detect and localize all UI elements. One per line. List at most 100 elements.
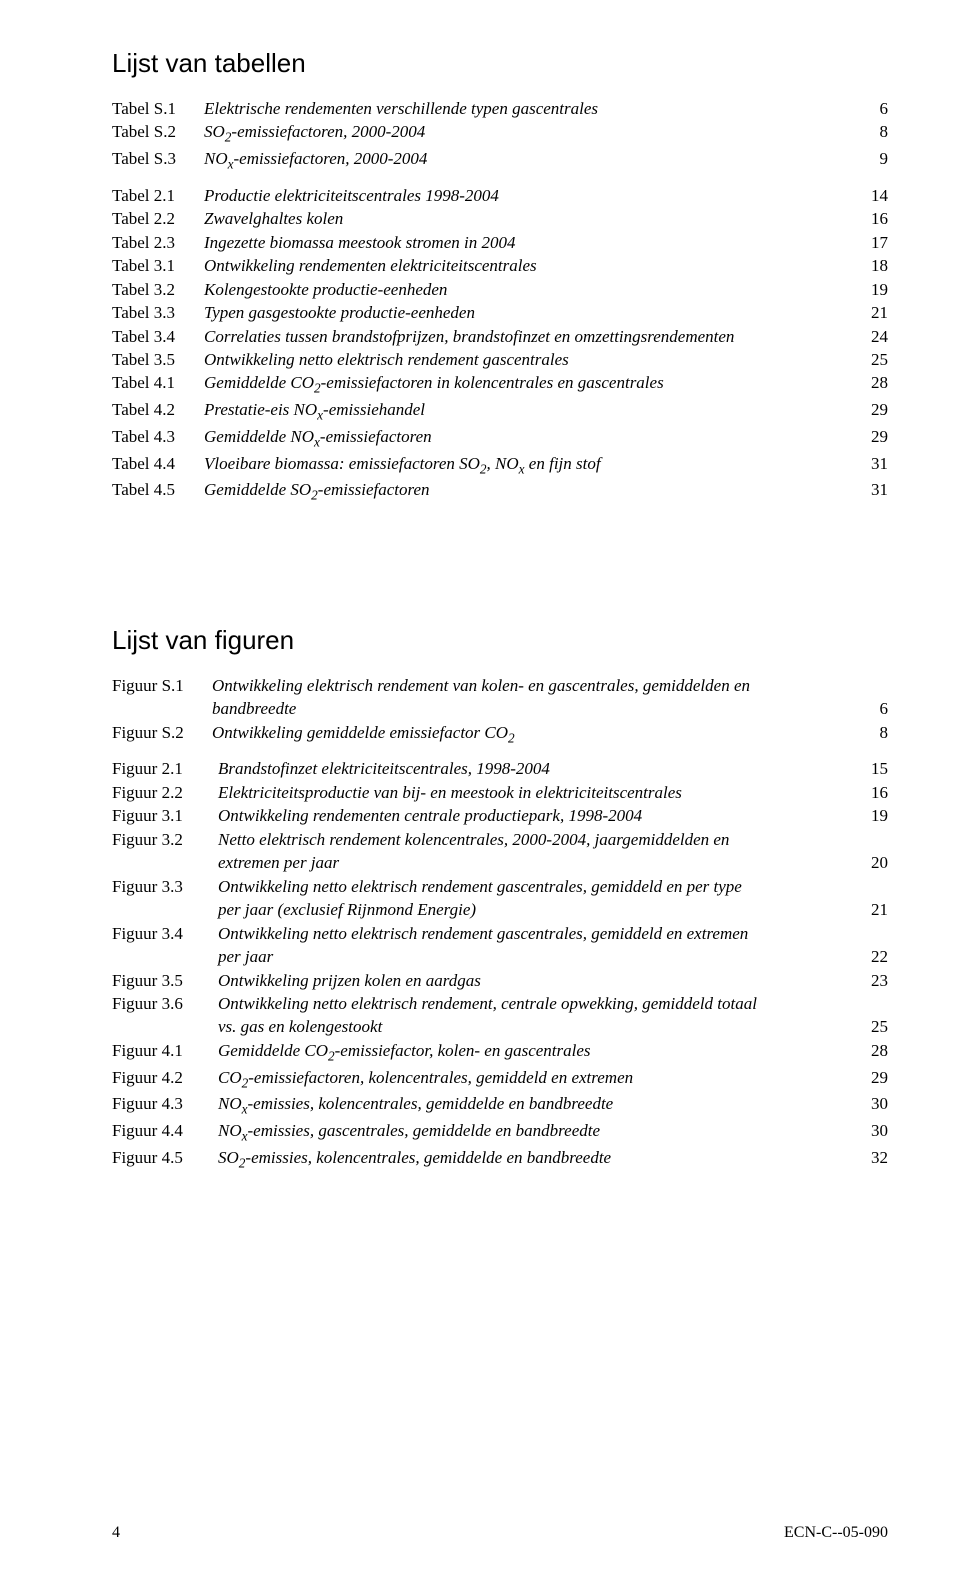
toc-label: Tabel 2.2 [112, 207, 204, 230]
toc-row: Figuur 2.2Elektriciteitsproductie van bi… [112, 781, 888, 804]
toc-row-cont: per jaar (exclusief Rijnmond Energie)21 [112, 898, 888, 921]
toc-row: Figuur 3.2Netto elektrisch rendement kol… [112, 828, 888, 851]
toc-label: Figuur 3.2 [112, 828, 218, 851]
toc-row: Tabel 2.1Productie elektriciteitscentral… [112, 184, 888, 207]
toc-row: Tabel S.2SO2-emissiefactoren, 2000-20048 [112, 120, 888, 147]
toc-title: Brandstofinzet elektriciteitscentrales, … [218, 757, 854, 780]
toc-title: CO2-emissiefactoren, kolencentrales, gem… [218, 1066, 854, 1093]
toc-page: 29 [854, 1066, 888, 1089]
heading-tables: Lijst van tabellen [112, 48, 888, 79]
toc-title: vs. gas en kolengestookt [218, 1015, 854, 1038]
toc-page: 28 [854, 371, 888, 394]
toc-label: Tabel 3.3 [112, 301, 204, 324]
toc-title: Ontwikkeling netto elektrisch rendement … [218, 922, 854, 945]
toc-page: 15 [854, 757, 888, 780]
toc-title: Ontwikkeling rendementen centrale produc… [218, 804, 854, 827]
toc-label: Figuur 3.3 [112, 875, 218, 898]
toc-row: Tabel 3.1Ontwikkeling rendementen elektr… [112, 254, 888, 277]
toc-title: Ontwikkeling netto elektrisch rendement … [204, 348, 854, 371]
toc-row-cont: vs. gas en kolengestookt25 [112, 1015, 888, 1038]
toc-page: 25 [854, 1015, 888, 1038]
toc-title: Ontwikkeling netto elektrisch rendement … [218, 875, 854, 898]
toc-row-cont: bandbreedte6 [112, 697, 888, 720]
toc-page: 29 [854, 398, 888, 421]
toc-row: Tabel 3.2Kolengestookte productie-eenhed… [112, 278, 888, 301]
toc-row: Figuur 4.2CO2-emissiefactoren, kolencent… [112, 1066, 888, 1093]
toc-row: Figuur 2.1Brandstofinzet elektriciteitsc… [112, 757, 888, 780]
toc-title: Gemiddelde CO2-emissiefactoren in kolenc… [204, 371, 854, 398]
toc-title: Elektriciteitsproductie van bij- en mees… [218, 781, 854, 804]
toc-title: Prestatie-eis NOx-emissiehandel [204, 398, 854, 425]
toc-label: Figuur 4.1 [112, 1039, 218, 1062]
toc-title: Ontwikkeling prijzen kolen en aardgas [218, 969, 854, 992]
toc-title: Elektrische rendementen verschillende ty… [204, 97, 854, 120]
toc-label: Tabel 4.5 [112, 478, 204, 501]
toc-row: Figuur 4.4NOx-emissies, gascentrales, ge… [112, 1119, 888, 1146]
toc-page: 16 [854, 207, 888, 230]
toc-page: 32 [854, 1146, 888, 1169]
toc-label: Tabel 3.2 [112, 278, 204, 301]
toc-row: Tabel 3.3Typen gasgestookte productie-ee… [112, 301, 888, 324]
toc-row: Figuur 4.3NOx-emissies, kolencentrales, … [112, 1092, 888, 1119]
toc-label: Figuur 2.2 [112, 781, 218, 804]
toc-label: Tabel 4.2 [112, 398, 204, 421]
toc-row: Tabel 4.1Gemiddelde CO2-emissiefactoren … [112, 371, 888, 398]
toc-page: 19 [854, 804, 888, 827]
toc-label: Figuur 4.2 [112, 1066, 218, 1089]
toc-title: extremen per jaar [218, 851, 854, 874]
toc-title: Kolengestookte productie-eenheden [204, 278, 854, 301]
toc-label: Figuur S.2 [112, 721, 212, 744]
toc-label: Figuur 3.6 [112, 992, 218, 1015]
toc-title: Netto elektrisch rendement kolencentrale… [218, 828, 854, 851]
toc-page: 17 [854, 231, 888, 254]
toc-title: NOx-emissiefactoren, 2000-2004 [204, 147, 854, 174]
toc-page: 31 [854, 478, 888, 501]
toc-title: SO2-emissies, kolencentrales, gemiddelde… [218, 1146, 854, 1173]
toc-row: Figuur 4.5SO2-emissies, kolencentrales, … [112, 1146, 888, 1173]
toc-tables-summary: Tabel S.1Elektrische rendementen verschi… [112, 97, 888, 174]
toc-label: Figuur 4.4 [112, 1119, 218, 1142]
toc-title: Productie elektriciteitscentrales 1998-2… [204, 184, 854, 207]
toc-label: Tabel 3.1 [112, 254, 204, 277]
toc-title: per jaar (exclusief Rijnmond Energie) [218, 898, 854, 921]
toc-row: Tabel 4.3Gemiddelde NOx-emissiefactoren2… [112, 425, 888, 452]
toc-title: Ontwikkeling elektrisch rendement van ko… [212, 674, 854, 697]
footer-page-number: 4 [112, 1524, 120, 1542]
toc-page: 16 [854, 781, 888, 804]
toc-label: Tabel 3.5 [112, 348, 204, 371]
toc-title: bandbreedte [212, 697, 854, 720]
toc-row: Figuur 3.6Ontwikkeling netto elektrisch … [112, 992, 888, 1015]
toc-figures-summary: Figuur S.1Ontwikkeling elektrisch rendem… [112, 674, 888, 748]
toc-page: 14 [854, 184, 888, 207]
toc-title: SO2-emissiefactoren, 2000-2004 [204, 120, 854, 147]
toc-label: Figuur 2.1 [112, 757, 218, 780]
toc-label: Tabel S.2 [112, 120, 204, 143]
toc-figures-main: Figuur 2.1Brandstofinzet elektriciteitsc… [112, 757, 888, 1172]
toc-page: 19 [854, 278, 888, 301]
toc-page: 8 [854, 120, 888, 143]
toc-page: 28 [854, 1039, 888, 1062]
toc-title: Gemiddelde SO2-emissiefactoren [204, 478, 854, 505]
toc-row: Tabel 2.3Ingezette biomassa meestook str… [112, 231, 888, 254]
toc-title: NOx-emissies, kolencentrales, gemiddelde… [218, 1092, 854, 1119]
toc-label: Tabel S.3 [112, 147, 204, 170]
toc-page: 20 [854, 851, 888, 874]
toc-row: Tabel 3.5Ontwikkeling netto elektrisch r… [112, 348, 888, 371]
toc-page: 6 [854, 697, 888, 720]
toc-title: Gemiddelde NOx-emissiefactoren [204, 425, 854, 452]
toc-title: Ontwikkeling rendementen elektriciteitsc… [204, 254, 854, 277]
toc-title: NOx-emissies, gascentrales, gemiddelde e… [218, 1119, 854, 1146]
toc-row: Figuur 3.5Ontwikkeling prijzen kolen en … [112, 969, 888, 992]
heading-figures: Lijst van figuren [112, 625, 888, 656]
toc-page: 30 [854, 1119, 888, 1142]
toc-row: Tabel 3.4Correlaties tussen brandstofpri… [112, 325, 888, 348]
toc-title: Ontwikkeling gemiddelde emissiefactor CO… [212, 721, 854, 748]
toc-label: Figuur S.1 [112, 674, 212, 697]
toc-page: 18 [854, 254, 888, 277]
toc-title: per jaar [218, 945, 854, 968]
toc-row: Tabel 4.2Prestatie-eis NOx-emissiehandel… [112, 398, 888, 425]
toc-row: Figuur S.1Ontwikkeling elektrisch rendem… [112, 674, 888, 697]
page-footer: 4 ECN-C--05-090 [112, 1524, 888, 1542]
toc-row: Figuur 3.4Ontwikkeling netto elektrisch … [112, 922, 888, 945]
toc-page: 25 [854, 348, 888, 371]
